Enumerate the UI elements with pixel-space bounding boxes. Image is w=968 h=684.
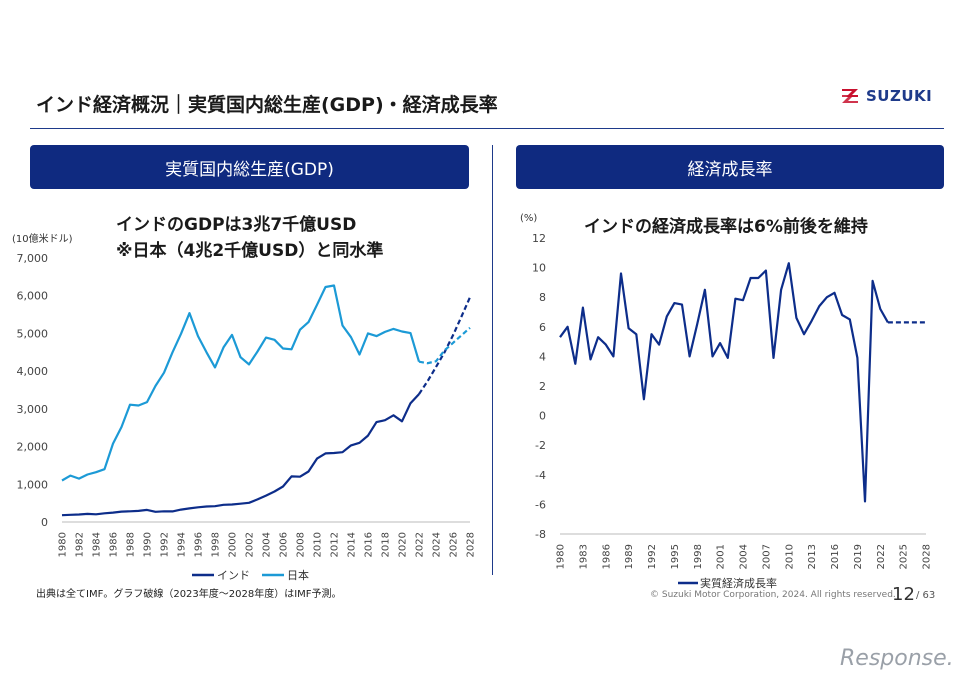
x-tick-label: 2004 <box>739 544 750 569</box>
x-tick-label: 2012 <box>330 532 341 557</box>
y-tick-label: 0 <box>41 516 48 529</box>
y-tick-label: 2,000 <box>17 441 49 454</box>
gdp-subheadline: ※日本（4兆2千億USD）と同水準 <box>116 241 384 261</box>
logo-text: SUZUKI <box>866 87 933 105</box>
legend-japan-label: 日本 <box>287 568 309 582</box>
y-tick-label: 1,000 <box>17 478 49 491</box>
x-tick-label: 2018 <box>381 532 392 557</box>
series-line <box>61 284 421 482</box>
x-tick-label: 1983 <box>578 544 589 569</box>
y-tick-label: -4 <box>535 469 546 482</box>
x-tick-label: 2019 <box>853 544 864 569</box>
x-tick-label: 2028 <box>922 544 933 569</box>
x-tick-label: 2008 <box>296 532 307 557</box>
gdp-headline: インドのGDPは3兆7千億USD <box>116 215 357 235</box>
series-forecast-line <box>418 296 472 395</box>
x-tick-label: 2025 <box>899 544 910 569</box>
x-tick-label: 2022 <box>415 532 426 557</box>
legend-india-label: インド <box>217 569 250 582</box>
x-tick-label: 2001 <box>716 544 727 569</box>
x-tick-label: 1980 <box>58 532 69 557</box>
x-tick-label: 1998 <box>211 532 222 557</box>
x-tick-label: 1998 <box>693 544 704 569</box>
y-tick-label: 0 <box>539 410 546 423</box>
y-tick-label: 4,000 <box>17 365 49 378</box>
x-tick-label: 1980 <box>556 544 567 569</box>
x-tick-label: 2000 <box>228 532 239 557</box>
page-total: / 63 <box>916 590 936 601</box>
x-tick-label: 1995 <box>670 544 681 569</box>
x-tick-label: 2026 <box>449 532 460 557</box>
y-tick-label: 2 <box>539 380 546 393</box>
growth-unit-label: (%) <box>520 213 538 224</box>
gdp-unit-label: (10億米ドル) <box>12 234 73 245</box>
x-tick-label: 1986 <box>601 544 612 569</box>
x-tick-label: 1992 <box>647 544 658 569</box>
y-tick-label: 6 <box>539 321 546 334</box>
title-rule <box>30 128 944 129</box>
y-tick-label: 12 <box>532 232 546 245</box>
copyright: © Suzuki Motor Corporation, 2024. All ri… <box>650 590 896 600</box>
source-note: 出典は全てIMF。グラフ破線（2023年度～2028年度）はIMF予測。 <box>36 589 342 600</box>
panel-divider <box>492 145 493 575</box>
x-tick-label: 2006 <box>279 532 290 557</box>
x-tick-label: 1988 <box>126 532 137 557</box>
x-tick-label: 1992 <box>160 532 171 557</box>
legend-growth-label: 実質経済成長率 <box>700 576 777 590</box>
x-tick-label: 2002 <box>245 532 256 557</box>
gdp-banner: 実質国内総生産(GDP) <box>30 145 469 189</box>
x-tick-label: 2016 <box>364 532 375 557</box>
x-tick-label: 2014 <box>347 532 358 557</box>
growth-banner: 経済成長率 <box>516 145 944 189</box>
x-tick-label: 2022 <box>876 544 887 569</box>
y-tick-label: 8 <box>539 291 546 304</box>
x-tick-label: 1996 <box>194 532 205 557</box>
page-number: 12 <box>892 584 915 605</box>
x-tick-label: 2016 <box>830 544 841 569</box>
x-tick-label: 2013 <box>807 544 818 569</box>
suzuki-s-logo-icon <box>842 89 858 103</box>
y-tick-label: -6 <box>535 498 546 511</box>
y-tick-label: -2 <box>535 439 546 452</box>
x-tick-label: 2020 <box>398 532 409 557</box>
series-forecast-line <box>418 326 471 365</box>
y-tick-label: 6,000 <box>17 290 49 303</box>
series-line <box>559 262 889 503</box>
page-title: インド経済概況｜実質国内総生産(GDP)・経済成長率 <box>36 94 498 116</box>
x-tick-label: 1994 <box>177 532 188 557</box>
y-tick-label: 3,000 <box>17 403 49 416</box>
y-tick-label: 7,000 <box>17 252 49 265</box>
y-tick-label: 4 <box>539 350 546 363</box>
x-tick-label: 1982 <box>75 532 86 557</box>
x-tick-label: 1989 <box>624 544 635 569</box>
x-tick-label: 2004 <box>262 532 273 557</box>
x-tick-label: 2028 <box>466 532 477 557</box>
y-tick-label: 5,000 <box>17 327 49 340</box>
x-tick-label: 2007 <box>761 544 772 569</box>
x-tick-label: 1986 <box>109 532 120 557</box>
response-watermark: Response. <box>840 646 954 671</box>
x-tick-label: 1984 <box>92 532 103 557</box>
growth-headline: インドの経済成長率は6%前後を維持 <box>584 217 868 237</box>
x-tick-label: 2010 <box>313 532 324 557</box>
series-line <box>61 393 420 517</box>
x-tick-label: 2010 <box>784 544 795 569</box>
y-tick-label: 10 <box>532 262 546 275</box>
x-tick-label: 1990 <box>143 532 154 557</box>
suzuki-logo: SUZUKI <box>838 84 938 108</box>
y-tick-label: -8 <box>535 528 546 541</box>
x-tick-label: 2024 <box>432 532 443 557</box>
